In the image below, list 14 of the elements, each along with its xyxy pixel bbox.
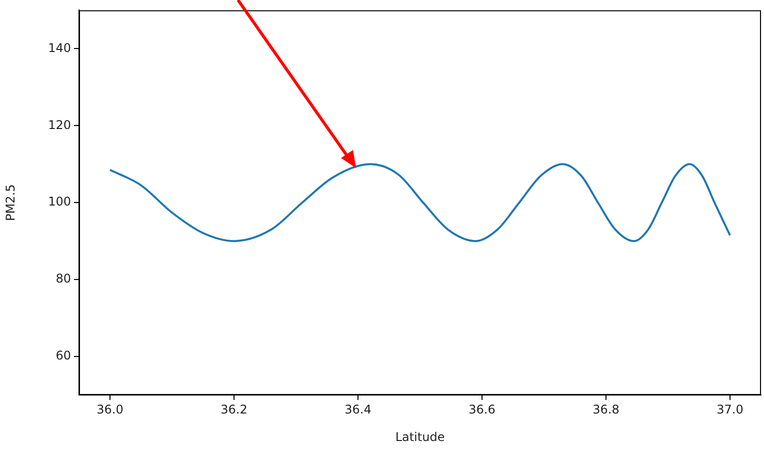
y-tick-label: 60 — [56, 348, 71, 363]
x-tick-label: 36.6 — [468, 402, 496, 416]
y-tick-label: 100 — [48, 194, 71, 209]
x-tick-label: 36.0 — [96, 402, 124, 416]
y-tick-label: 120 — [48, 118, 71, 132]
y-tick-label: 80 — [56, 272, 71, 286]
x-axis-title: Latitude — [395, 430, 445, 444]
y-axis-title: PM2.5 — [3, 184, 18, 221]
line-series — [109, 163, 731, 242]
x-tick-label: 36.4 — [344, 402, 372, 416]
x-tick-label: 37.0 — [716, 402, 744, 416]
y-tick-label: 140 — [48, 40, 71, 55]
x-tick-label: 36.2 — [220, 402, 248, 416]
x-tick-label: 36.8 — [592, 402, 620, 416]
